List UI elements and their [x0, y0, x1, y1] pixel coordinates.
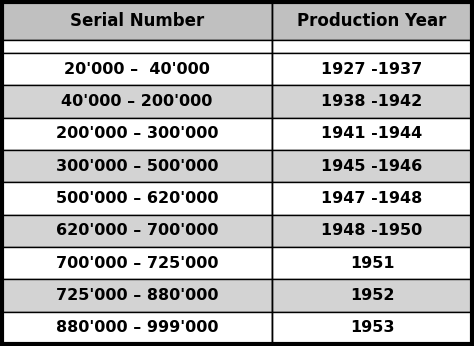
Bar — [2, 53, 272, 85]
Bar — [272, 312, 472, 344]
Text: 1945 -1946: 1945 -1946 — [321, 159, 423, 174]
Text: 200'000 – 300'000: 200'000 – 300'000 — [56, 126, 219, 141]
Bar — [2, 312, 272, 344]
Bar — [272, 85, 472, 118]
Bar — [2, 279, 272, 312]
Bar — [272, 150, 472, 182]
Bar — [272, 279, 472, 312]
Bar — [272, 40, 472, 53]
Text: Serial Number: Serial Number — [70, 12, 204, 30]
Bar — [2, 215, 272, 247]
Bar — [2, 150, 272, 182]
Text: 1953: 1953 — [350, 320, 394, 335]
Bar — [272, 182, 472, 215]
Text: 880'000 – 999'000: 880'000 – 999'000 — [56, 320, 219, 335]
Bar — [272, 53, 472, 85]
Bar — [2, 85, 272, 118]
Bar — [272, 247, 472, 279]
Bar — [2, 118, 272, 150]
Text: 40'000 – 200'000: 40'000 – 200'000 — [62, 94, 213, 109]
Text: 700'000 – 725'000: 700'000 – 725'000 — [56, 256, 219, 271]
Bar — [2, 182, 272, 215]
Text: 1948 -1950: 1948 -1950 — [321, 223, 423, 238]
Text: 620'000 – 700'000: 620'000 – 700'000 — [56, 223, 219, 238]
Text: 1947 -1948: 1947 -1948 — [321, 191, 423, 206]
Bar — [2, 40, 272, 53]
Text: 500'000 – 620'000: 500'000 – 620'000 — [56, 191, 219, 206]
Text: 1952: 1952 — [350, 288, 394, 303]
Text: 20'000 –  40'000: 20'000 – 40'000 — [64, 62, 210, 77]
Bar — [2, 247, 272, 279]
Bar — [272, 118, 472, 150]
Text: 300'000 – 500'000: 300'000 – 500'000 — [56, 159, 219, 174]
Text: Production Year: Production Year — [298, 12, 447, 30]
Bar — [272, 215, 472, 247]
Text: 725'000 – 880'000: 725'000 – 880'000 — [56, 288, 219, 303]
Text: 1941 -1944: 1941 -1944 — [321, 126, 423, 141]
Text: 1927 -1937: 1927 -1937 — [321, 62, 423, 77]
Bar — [2, 2, 272, 40]
Text: 1951: 1951 — [350, 256, 394, 271]
Text: 1938 -1942: 1938 -1942 — [321, 94, 423, 109]
Bar — [272, 2, 472, 40]
